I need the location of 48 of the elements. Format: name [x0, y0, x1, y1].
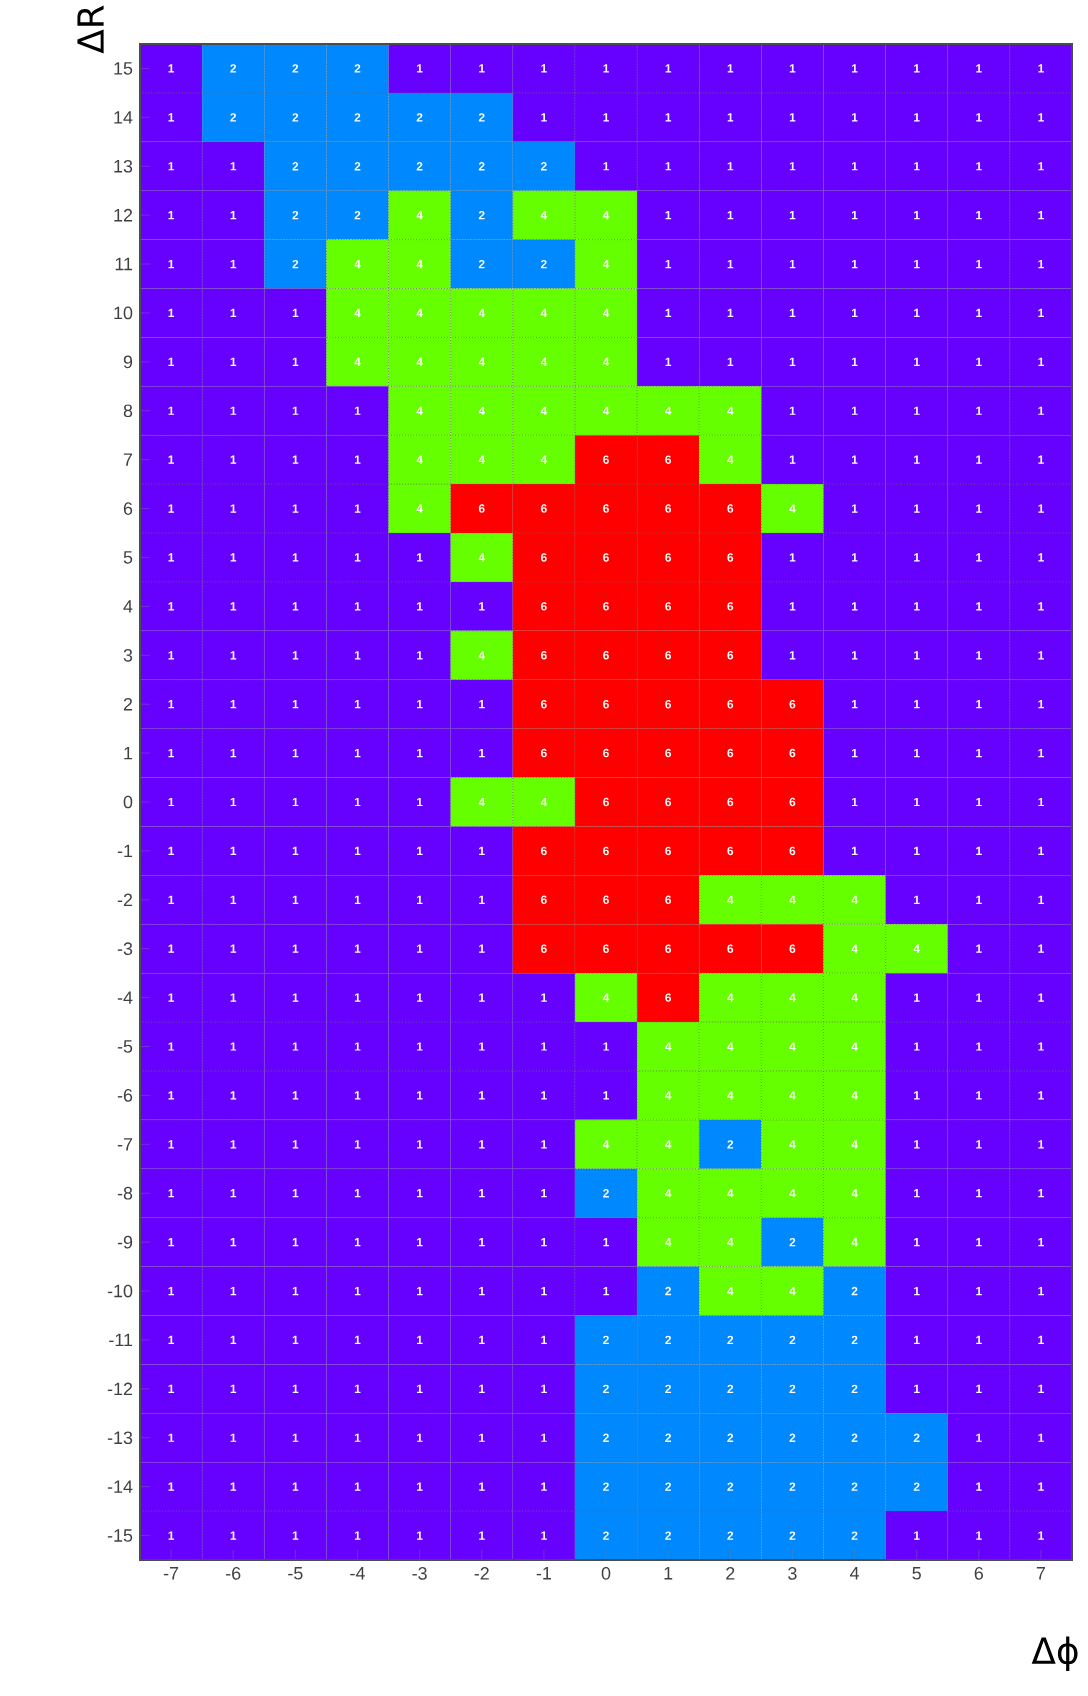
x-tick-label: 4 — [849, 1567, 859, 1580]
y-tick-label: -15 — [107, 1529, 133, 1542]
x-tick-label: -7 — [163, 1567, 179, 1580]
y-tick-label: -6 — [117, 1089, 133, 1102]
y-tick-label: 2 — [123, 697, 133, 711]
y-tick-label: 0 — [123, 795, 133, 809]
y-tick-label: 7 — [123, 453, 133, 466]
x-tick-label: -3 — [412, 1567, 427, 1580]
x-tick-label: -2 — [474, 1567, 489, 1580]
y-tick-label: 13 — [114, 159, 133, 173]
x-axis-title: Δϕ — [1031, 1636, 1078, 1672]
y-tick-label: 6 — [123, 502, 133, 515]
y-tick-label: -8 — [117, 1186, 133, 1200]
x-tick-label: -1 — [536, 1567, 551, 1580]
y-tick-label: 5 — [123, 551, 133, 564]
y-tick-label: -7 — [117, 1138, 133, 1151]
y-tick-label: 9 — [123, 355, 133, 369]
y-tick-label: 14 — [114, 111, 133, 124]
y-tick-label: 1 — [124, 746, 133, 760]
y-tick-label: -1 — [117, 844, 133, 858]
y-tick-label: 12 — [114, 208, 133, 222]
x-tick-label: 3 — [788, 1567, 797, 1580]
y-tick-label: 8 — [123, 404, 133, 418]
y-tick-label: 4 — [123, 600, 133, 613]
y-tick-label: 11 — [115, 257, 133, 271]
y-tick-label: 10 — [114, 306, 133, 320]
y-axis-title: ΔR — [77, 5, 104, 54]
y-tick-label: -2 — [117, 893, 133, 907]
x-tick-label: 1 — [664, 1567, 673, 1580]
x-tick-label: 7 — [1036, 1567, 1046, 1580]
x-tick-label: 6 — [974, 1567, 984, 1580]
x-tick-label: 0 — [601, 1567, 611, 1580]
y-tick-label: -11 — [109, 1333, 133, 1347]
x-tick-label: -6 — [226, 1567, 241, 1580]
y-tick-label: -5 — [117, 1040, 133, 1053]
y-tick-label: -14 — [107, 1480, 133, 1493]
y-tick-label: -3 — [117, 942, 133, 956]
y-tick-label: 3 — [123, 648, 133, 662]
x-tick-label: 2 — [726, 1567, 735, 1580]
y-tick-label: -9 — [117, 1235, 133, 1249]
y-tick-label: -12 — [107, 1382, 133, 1396]
y-tick-label: -13 — [107, 1431, 133, 1445]
x-tick-label: 5 — [912, 1567, 921, 1580]
x-tick-label: -4 — [350, 1567, 365, 1580]
y-tick-label: -4 — [117, 991, 133, 1004]
y-tick-label: -10 — [107, 1284, 133, 1298]
y-tick-label: 15 — [114, 62, 133, 75]
x-tick-label: -5 — [288, 1567, 303, 1580]
